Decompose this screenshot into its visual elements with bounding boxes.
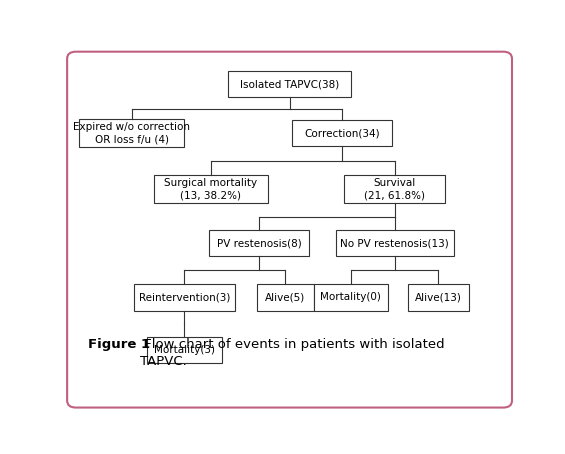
Text: Alive(13): Alive(13) xyxy=(415,292,462,302)
Text: Alive(5): Alive(5) xyxy=(265,292,305,302)
Text: Mortality(3): Mortality(3) xyxy=(154,345,215,355)
Text: Correction(34): Correction(34) xyxy=(305,128,380,138)
Bar xyxy=(344,175,445,203)
Text: Flow chart of events in patients with isolated
TAPVC.: Flow chart of events in patients with is… xyxy=(140,338,445,368)
Bar xyxy=(257,284,314,311)
Bar xyxy=(147,337,221,363)
Text: Reintervention(3): Reintervention(3) xyxy=(139,292,230,302)
Text: No PV restenosis(13): No PV restenosis(13) xyxy=(340,238,449,248)
Text: Isolated TAPVC(38): Isolated TAPVC(38) xyxy=(240,79,339,89)
Text: Expired w/o correction
OR loss f/u (4): Expired w/o correction OR loss f/u (4) xyxy=(73,122,190,144)
Text: Survival
(21, 61.8%): Survival (21, 61.8%) xyxy=(364,178,425,200)
Text: Mortality(0): Mortality(0) xyxy=(320,292,381,302)
Bar xyxy=(228,71,351,97)
Bar xyxy=(79,119,184,147)
Text: Surgical mortality
(13, 38.2%): Surgical mortality (13, 38.2%) xyxy=(164,178,257,200)
FancyBboxPatch shape xyxy=(67,52,512,408)
Bar xyxy=(314,284,388,311)
Bar xyxy=(208,230,309,257)
Text: PV restenosis(8): PV restenosis(8) xyxy=(216,238,301,248)
Bar xyxy=(336,230,454,257)
Bar xyxy=(134,284,235,311)
Text: Figure 1: Figure 1 xyxy=(88,338,150,350)
Bar xyxy=(154,175,268,203)
Bar xyxy=(408,284,469,311)
Bar xyxy=(292,120,393,146)
